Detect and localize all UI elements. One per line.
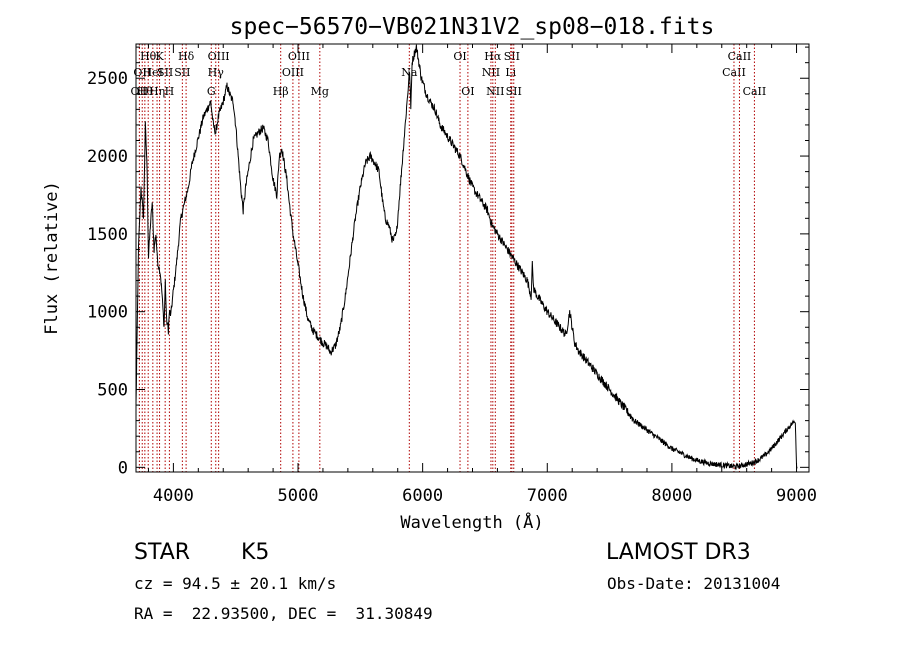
object-class: STAR <box>134 540 191 565</box>
observation-date: Obs-Date: 20131004 <box>607 574 781 593</box>
survey-name: LAMOST DR3 <box>606 540 751 565</box>
axes: 4000 5000 6000 7000 8000 9000 0 500 1000 1500 2000… <box>87 44 817 506</box>
y-tick-label: 0 <box>118 458 128 478</box>
line-label: SII <box>506 85 522 98</box>
spectral-line-markers: OIIOIIHθHθHeIHηKSIIHSIIHδGHγOIIIHβOIIIOI… <box>131 44 767 472</box>
line-label: Hβ <box>273 85 289 98</box>
x-tick-label: 5000 <box>278 486 319 506</box>
y-tick-label: 500 <box>97 381 128 401</box>
y-tick-label: 2000 <box>87 147 128 167</box>
spectrum-line <box>135 44 798 471</box>
line-label: Li <box>505 66 516 79</box>
line-label: Hα <box>484 50 502 63</box>
line-label: OIII <box>288 50 310 63</box>
line-label: OII <box>131 85 149 98</box>
spectral-subclass: K5 <box>241 540 270 565</box>
line-label: HeI <box>143 66 163 79</box>
y-tick-label: 1000 <box>87 303 128 323</box>
line-label: SII <box>504 50 520 63</box>
y-tick-label: 1500 <box>87 225 128 245</box>
redshift-velocity: cz = 94.5 ± 20.1 km/s <box>134 574 337 593</box>
line-label: Hγ <box>208 66 225 79</box>
x-tick-label: 6000 <box>402 486 443 506</box>
line-label: SII <box>174 66 190 79</box>
line-label: Hθ <box>137 85 154 98</box>
plot-frame <box>135 43 810 473</box>
line-label: CaII <box>728 50 752 63</box>
x-tick-label: 4000 <box>153 486 194 506</box>
x-tick-label: 7000 <box>527 486 568 506</box>
line-label: OIII <box>282 66 304 79</box>
x-tick-label: 8000 <box>651 486 692 506</box>
line-label: Mg <box>311 85 329 98</box>
line-label: CaII <box>743 85 767 98</box>
line-label: OIII <box>208 50 230 63</box>
line-label: G <box>207 85 216 98</box>
line-label: OI <box>461 85 474 98</box>
chart-title: spec−56570−VB021N31V2_sp08−018.fits <box>230 14 715 40</box>
line-label: Hδ <box>178 50 195 63</box>
line-label: NII <box>482 66 500 79</box>
line-label: Hθ <box>140 50 157 63</box>
sky-coordinates: RA = 22.93500, DEC = 31.30849 <box>134 604 433 623</box>
line-label: CaII <box>722 66 746 79</box>
x-tick-label: 9000 <box>776 486 817 506</box>
line-label: K <box>155 50 164 63</box>
line-label: SII <box>157 66 173 79</box>
y-tick-label: 2500 <box>87 69 128 89</box>
line-label: NII <box>486 85 504 98</box>
x-axis-label: Wavelength (Å) <box>400 511 543 533</box>
line-label: Hη <box>149 85 165 98</box>
line-label: H <box>165 85 175 98</box>
line-label: OI <box>453 50 466 63</box>
line-label: OII <box>133 66 151 79</box>
y-axis-label: Flux (relative) <box>42 181 62 335</box>
